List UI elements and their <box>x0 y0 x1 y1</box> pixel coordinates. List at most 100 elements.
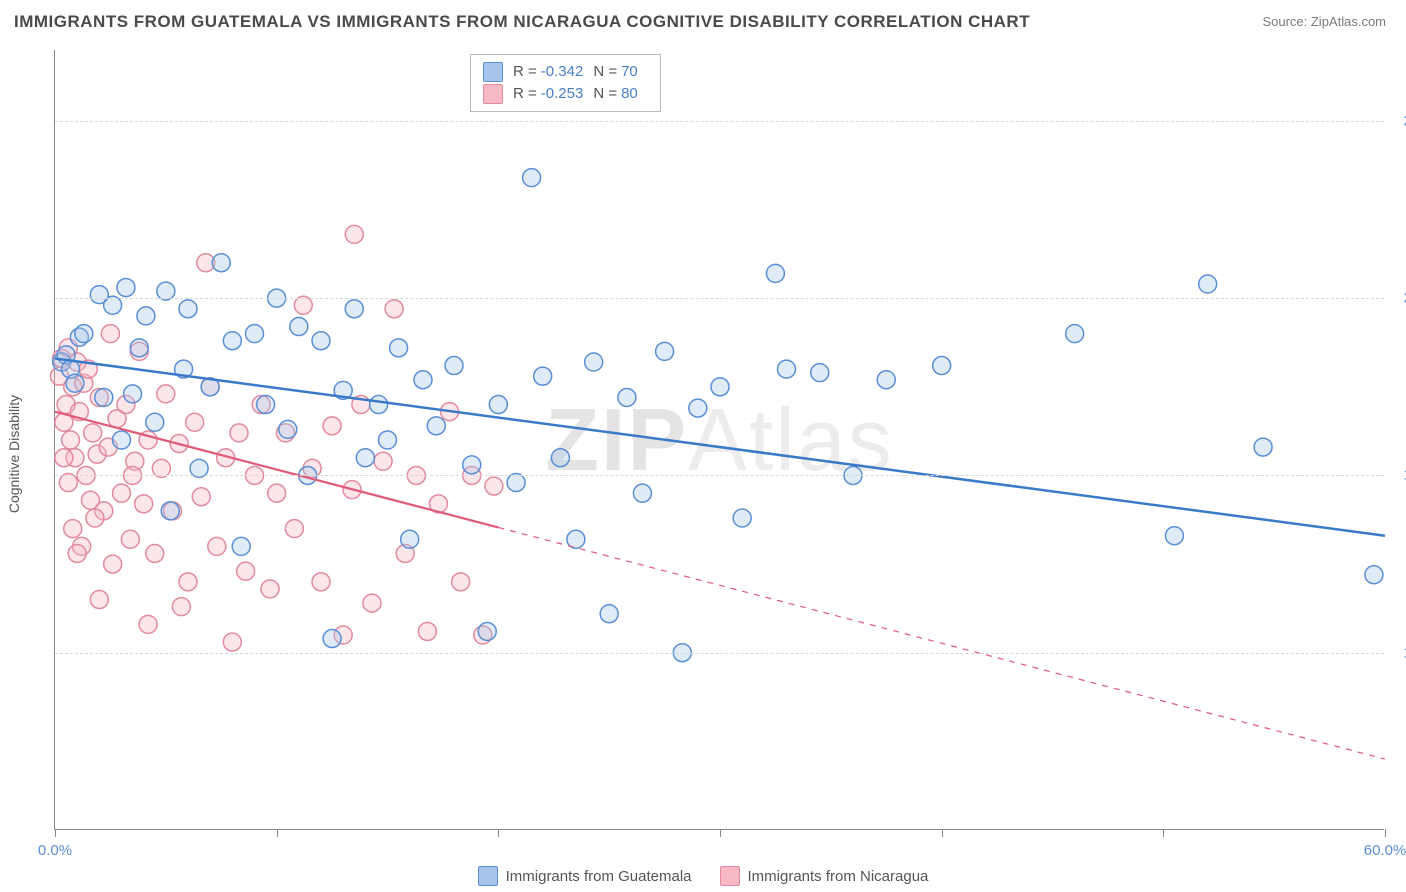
y-tick-label: 15.0% <box>1390 467 1406 484</box>
data-point <box>618 388 636 406</box>
data-point <box>121 530 139 548</box>
data-point <box>385 300 403 318</box>
data-point <box>130 339 148 357</box>
data-point <box>633 484 651 502</box>
legend-row-guatemala: R =-0.342N =70 <box>483 61 648 83</box>
data-point <box>323 630 341 648</box>
data-point <box>279 420 297 438</box>
data-point <box>778 360 796 378</box>
trend-line-dashed <box>498 527 1385 759</box>
swatch-nicaragua <box>483 84 503 104</box>
y-tick-label: 20.0% <box>1390 290 1406 307</box>
data-point <box>427 417 445 435</box>
legend-label: Immigrants from Nicaragua <box>748 868 929 885</box>
data-point <box>223 332 241 350</box>
data-point <box>390 339 408 357</box>
x-tick <box>498 829 499 837</box>
data-point <box>523 169 541 187</box>
data-point <box>370 396 388 414</box>
data-point <box>157 385 175 403</box>
data-point <box>135 495 153 513</box>
x-tick-label: 60.0% <box>1364 842 1406 859</box>
data-point <box>733 509 751 527</box>
bottom-legend: Immigrants from Guatemala Immigrants fro… <box>0 866 1406 886</box>
data-point <box>290 318 308 336</box>
y-tick-label: 25.0% <box>1390 112 1406 129</box>
legend-label: Immigrants from Guatemala <box>506 868 692 885</box>
gridline-h <box>55 653 1384 654</box>
x-tick <box>1385 829 1386 837</box>
data-point <box>62 431 80 449</box>
data-point <box>401 530 419 548</box>
x-tick <box>277 829 278 837</box>
data-point <box>463 456 481 474</box>
data-point <box>237 562 255 580</box>
data-point <box>104 555 122 573</box>
data-point <box>90 591 108 609</box>
data-point <box>186 413 204 431</box>
data-point <box>374 452 392 470</box>
data-point <box>64 520 82 538</box>
data-point <box>811 364 829 382</box>
legend-item-guatemala: Immigrants from Guatemala <box>478 866 692 886</box>
swatch-nicaragua <box>720 866 740 886</box>
data-point <box>68 544 86 562</box>
data-point <box>478 622 496 640</box>
data-point <box>84 424 102 442</box>
data-point <box>113 431 131 449</box>
data-point <box>261 580 279 598</box>
data-point <box>179 300 197 318</box>
data-point <box>689 399 707 417</box>
x-tick <box>1163 829 1164 837</box>
scatter-svg <box>55 50 1385 830</box>
data-point <box>161 502 179 520</box>
data-point <box>585 353 603 371</box>
data-point <box>534 367 552 385</box>
data-point <box>312 573 330 591</box>
data-point <box>363 594 381 612</box>
swatch-guatemala <box>483 62 503 82</box>
data-point <box>230 424 248 442</box>
swatch-guatemala <box>478 866 498 886</box>
data-point <box>345 225 363 243</box>
data-point <box>232 537 250 555</box>
x-tick <box>720 829 721 837</box>
data-point <box>285 520 303 538</box>
data-point <box>379 431 397 449</box>
y-tick-label: 10.0% <box>1390 644 1406 661</box>
data-point <box>445 357 463 375</box>
legend-item-nicaragua: Immigrants from Nicaragua <box>720 866 929 886</box>
data-point <box>711 378 729 396</box>
data-point <box>656 342 674 360</box>
plot-area: ZIPAtlas 10.0%15.0%20.0%25.0%0.0%60.0% <box>54 50 1384 830</box>
y-axis-label: Cognitive Disability <box>6 395 22 513</box>
data-point <box>312 332 330 350</box>
data-point <box>1199 275 1217 293</box>
data-point <box>208 537 226 555</box>
data-point <box>86 509 104 527</box>
data-point <box>66 374 84 392</box>
x-tick <box>55 829 56 837</box>
data-point <box>766 264 784 282</box>
data-point <box>192 488 210 506</box>
data-point <box>246 325 264 343</box>
data-point <box>933 357 951 375</box>
data-point <box>1165 527 1183 545</box>
data-point <box>212 254 230 272</box>
data-point <box>600 605 618 623</box>
data-point <box>146 544 164 562</box>
correlation-legend: R =-0.342N =70 R =-0.253N =80 <box>470 54 661 112</box>
gridline-h <box>55 298 1384 299</box>
data-point <box>124 385 142 403</box>
data-point <box>1066 325 1084 343</box>
data-point <box>877 371 895 389</box>
data-point <box>113 484 131 502</box>
data-point <box>323 417 341 435</box>
data-point <box>356 449 374 467</box>
data-point <box>345 300 363 318</box>
data-point <box>75 325 93 343</box>
data-point <box>1254 438 1272 456</box>
data-point <box>179 573 197 591</box>
data-point <box>55 449 73 467</box>
data-point <box>117 279 135 297</box>
